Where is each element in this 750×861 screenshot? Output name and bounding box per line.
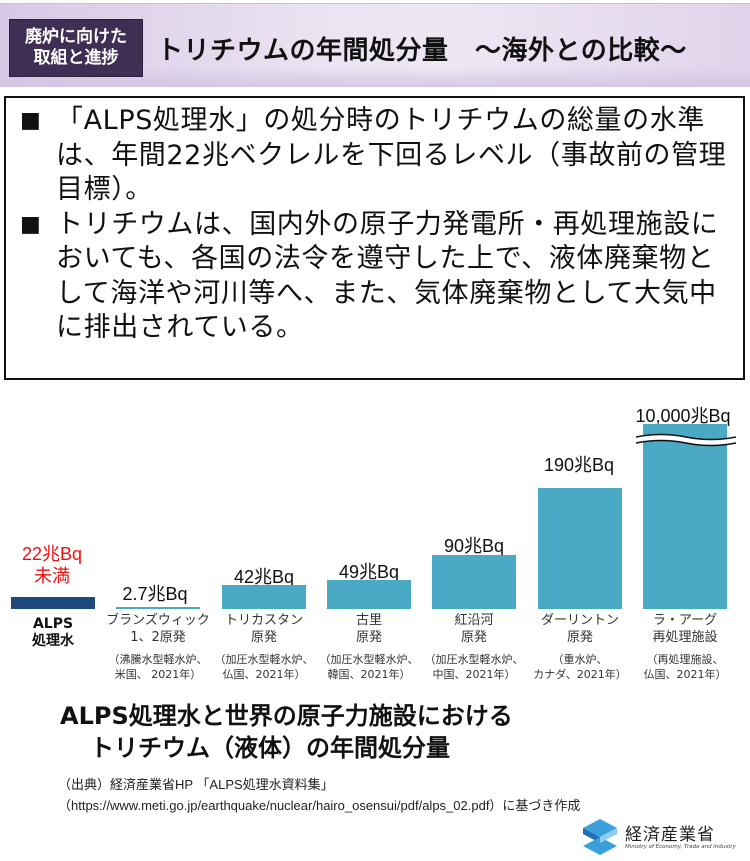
bar-value-label: 49兆Bq — [338, 562, 400, 582]
source-line1: （出典）経済産業省HP 「ALPS処理水資料集」 — [58, 777, 334, 792]
category-line: ラ・アーグ — [652, 613, 718, 628]
square-bullet-icon: ■ — [20, 108, 41, 133]
category-line: ブランズウィック — [106, 613, 210, 628]
category-line: 処理水 — [32, 633, 74, 649]
category-note: （再処理施設、 仏国、2021年） — [633, 652, 737, 682]
page-title: トリチウムの年間処分量 ～海外との比較～ — [157, 36, 687, 66]
bullet-item: ■ トリチウムは、国内外の原子力発電所・再処理施設においても、各国の法令を遵守し… — [20, 208, 733, 346]
note-line: （重水炉、 — [552, 653, 608, 666]
axis-break-icon — [636, 433, 736, 447]
square-bullet-icon: ■ — [20, 211, 41, 237]
note-line: （加圧水型軽水炉、 — [214, 653, 314, 666]
note-line: （沸騰水型軽水炉、 — [108, 653, 208, 666]
note-line: カナダ、2021年） — [533, 668, 627, 681]
category-note: （加圧水型軽水炉、 韓国、2021年） — [317, 652, 421, 682]
category-line: 原発 — [566, 630, 593, 645]
category-line: 原発 — [355, 630, 382, 645]
note-line: 中国、2021年） — [432, 668, 516, 681]
note-line: （加圧水型軽水炉、 — [319, 653, 419, 666]
category-label: ラ・アーグ 再処理施設 — [633, 612, 737, 646]
bar-hongyanhe — [432, 555, 516, 609]
logo-name: 経済産業省 — [625, 825, 715, 845]
category-label: 古里 原発 — [319, 612, 419, 646]
category-label: ダーリントン 原発 — [526, 612, 634, 646]
header-band: 廃炉に向けた 取組と進捗 トリチウムの年間処分量 ～海外との比較～ — [0, 3, 750, 87]
note-line: 米国、 2021年） — [114, 668, 202, 681]
category-line: 原発 — [250, 630, 277, 645]
chart-title-line1: ALPS処理水と世界の原子力施設における — [60, 702, 513, 730]
chart-title-line2: トリチウム（液体）の年間処分量 — [90, 734, 450, 762]
bar-value-label: 90兆Bq — [443, 536, 505, 556]
note-line: 韓国、2021年） — [327, 668, 411, 681]
bar-value-label: 190兆Bq — [543, 455, 615, 475]
note-line: （加圧水型軽水炉、 — [424, 653, 524, 666]
note-line: （再処理施設、 — [646, 653, 724, 666]
category-line: ダーリントン — [540, 613, 619, 628]
category-label: ブランズウィック 1、2原発 — [100, 612, 216, 646]
category-line: 古里 — [355, 613, 382, 628]
bar-la-hague — [643, 424, 727, 609]
bar-darlington — [538, 488, 622, 609]
category-note: （加圧水型軽水炉、 中国、2021年） — [422, 652, 526, 682]
bullet-text: トリチウムは、国内外の原子力発電所・再処理施設においても、各国の法令を遵守した上… — [56, 208, 719, 344]
category-note: （重水炉、 カナダ、2021年） — [526, 652, 634, 682]
section-tag-line2: 取組と進捗 — [33, 48, 119, 68]
chart-title: ALPS処理水と世界の原子力施設における トリチウム（液体）の年間処分量 — [60, 700, 513, 764]
source-url-line: （https://www.meti.go.jp/earthquake/nucle… — [58, 798, 581, 813]
bullet-text: 「ALPS処理水」の処分時のトリチウムの総量の水準は、年間22兆ベクレルを下回る… — [56, 105, 727, 205]
category-line: 1、2原発 — [130, 630, 186, 645]
bar-value-label: 42兆Bq — [233, 567, 295, 587]
bullet-item: ■ 「ALPS処理水」の処分時のトリチウムの総量の水準は、年間22兆ベクレルを下… — [20, 104, 733, 208]
value-line: 未満 — [34, 566, 70, 586]
bar-chart: 22兆Bq 未満 ALPS 処理水 2.7兆Bq ブランズウィック 1、2原発 … — [0, 395, 750, 695]
summary-box: ■ 「ALPS処理水」の処分時のトリチウムの総量の水準は、年間22兆ベクレルを下… — [4, 96, 745, 380]
category-line: 原発 — [460, 630, 487, 645]
category-label: ALPS 処理水 — [10, 616, 96, 650]
bar-tricastin — [222, 585, 306, 609]
category-label: トリカスタン 原発 — [214, 612, 314, 646]
bar-value-label: 10,000兆Bq — [635, 406, 731, 426]
note-line: 仏国、2021年） — [222, 668, 306, 681]
logo-subtitle: Ministry of Economy, Trade and Industry — [625, 844, 736, 850]
section-tag: 廃炉に向けた 取組と進捗 — [9, 19, 143, 77]
category-label: 紅沿河 原発 — [424, 612, 524, 646]
bar-value-label: 2.7兆Bq — [122, 584, 188, 604]
meti-logo-mark-icon — [583, 819, 617, 855]
category-line: 再処理施設 — [652, 630, 718, 645]
bar-brunswick — [116, 607, 200, 609]
source-citation: （出典）経済産業省HP 「ALPS処理水資料集」 （https://www.me… — [58, 774, 580, 816]
bar-kori — [327, 580, 411, 609]
category-line: トリカスタン — [224, 613, 303, 628]
meti-logo: 経済産業省 Ministry of Economy, Trade and Ind… — [583, 818, 748, 858]
bar-value-label: 22兆Bq 未満 — [10, 543, 94, 587]
category-line: 紅沿河 — [454, 613, 494, 628]
note-line: 仏国、2021年） — [643, 668, 727, 681]
category-line: ALPS — [32, 616, 74, 632]
bar-alps — [11, 597, 95, 609]
section-tag-line1: 廃炉に向けた — [25, 27, 127, 47]
value-line: 22兆Bq — [21, 544, 83, 564]
category-note: （沸騰水型軽水炉、 米国、 2021年） — [100, 652, 216, 682]
category-note: （加圧水型軽水炉、 仏国、2021年） — [212, 652, 316, 682]
